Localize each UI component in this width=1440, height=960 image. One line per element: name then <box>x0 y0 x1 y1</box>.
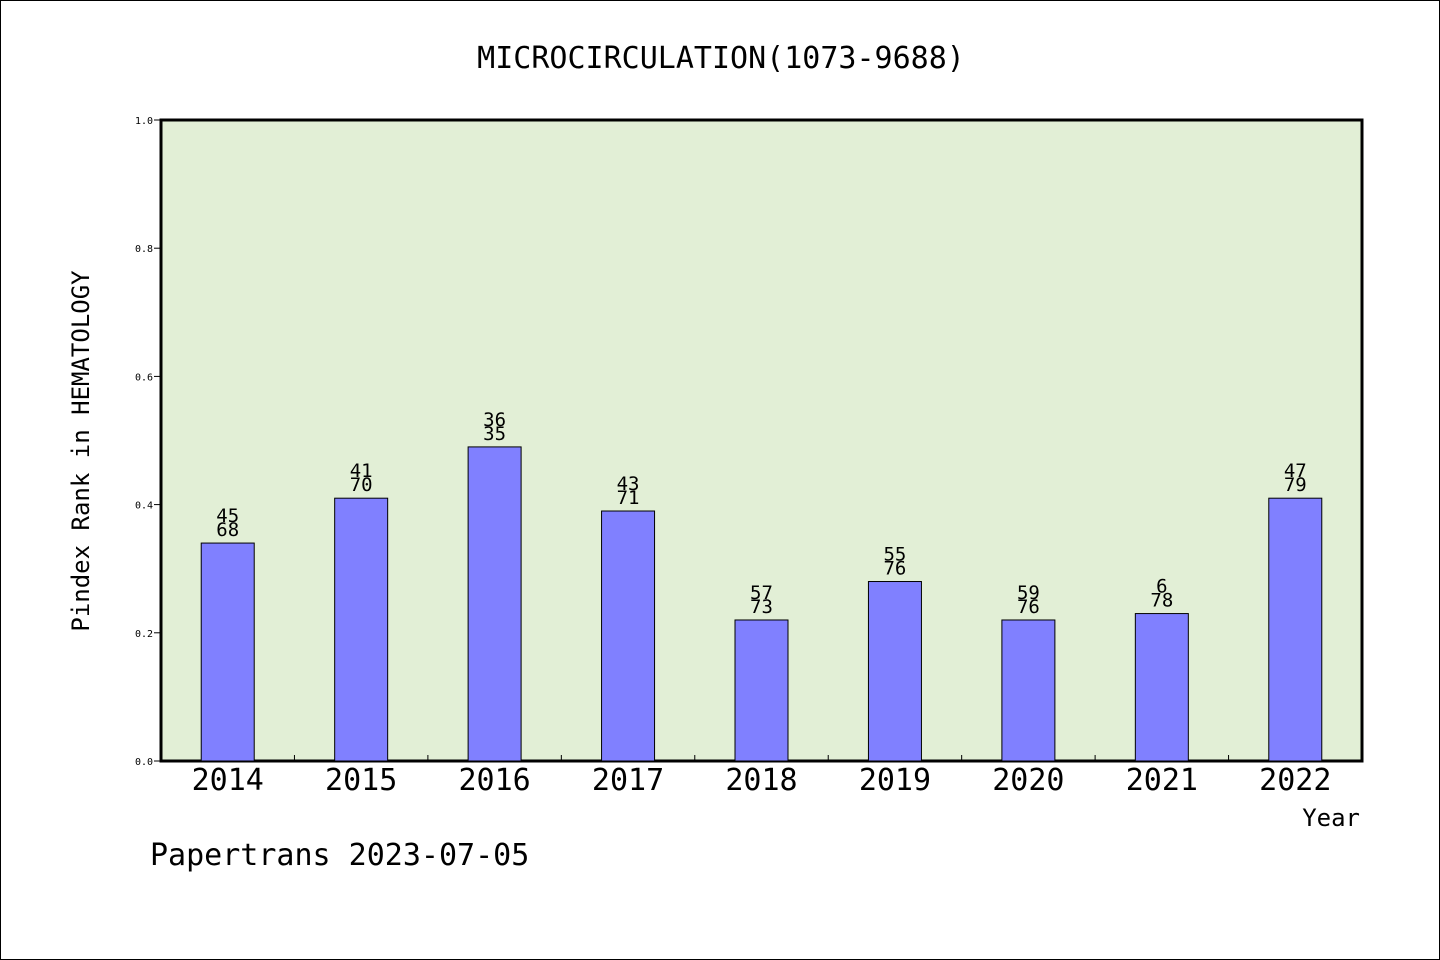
bar <box>601 510 656 762</box>
chart-title: MICROCIRCULATION(1073-9688) <box>477 41 965 76</box>
x-tick-label: 2018 <box>725 763 797 798</box>
x-tick-label: 2021 <box>1126 763 1198 798</box>
y-axis: 0.0 0.2 0.4 0.6 0.8 1.0 <box>135 116 161 768</box>
footer-credit: Papertrans 2023-07-05 <box>150 838 529 873</box>
bar <box>867 581 922 762</box>
y-axis-label: Pindex Rank in HEMATOLOGY <box>67 270 95 632</box>
bar-label-bottom: 71 <box>617 487 640 509</box>
bar-label-top: 36 <box>483 409 506 431</box>
x-tick-label: 2017 <box>592 763 664 798</box>
bar <box>1001 619 1056 762</box>
bar <box>1134 613 1189 762</box>
bar <box>1268 497 1323 762</box>
bar-label-top: 59 <box>1017 582 1040 604</box>
bar <box>200 542 255 762</box>
x-axis: 2014 2015 2016 2017 2018 2019 2020 2021 2022 <box>192 755 1331 798</box>
bar <box>734 619 789 762</box>
x-tick-label: 2015 <box>325 763 397 798</box>
x-tick-label: 2016 <box>458 763 530 798</box>
x-tick-label: 2022 <box>1259 763 1331 798</box>
x-axis-label: Year <box>1302 804 1360 832</box>
bar-label-top: 43 <box>617 473 640 495</box>
y-tick-label: 0.8 <box>135 244 153 255</box>
bar-label-bottom: 35 <box>483 423 506 445</box>
bar <box>334 497 389 762</box>
bar-label-bottom: 76 <box>883 558 906 580</box>
bar-label-top: 47 <box>1284 460 1307 482</box>
y-tick-label: 1.0 <box>135 116 153 127</box>
y-tick-label: 0.6 <box>135 372 153 383</box>
y-tick-label: 0.0 <box>135 757 153 768</box>
bar-label-bottom: 73 <box>750 596 773 618</box>
y-tick-label: 0.2 <box>135 629 153 640</box>
y-tick-label: 0.4 <box>135 501 153 512</box>
bar-label-top: 57 <box>750 582 773 604</box>
bar-label-bottom: 76 <box>1017 596 1040 618</box>
bar-label-bottom: 70 <box>350 474 373 496</box>
bar-label-top: 6 <box>1156 576 1167 598</box>
bars <box>200 446 1323 762</box>
bar-label-top: 41 <box>350 460 373 482</box>
bar <box>467 446 522 762</box>
bar-label-bottom: 79 <box>1284 474 1307 496</box>
bar-label-bottom: 68 <box>216 519 239 541</box>
bar-label-bottom: 78 <box>1150 590 1173 612</box>
x-tick-label: 2020 <box>992 763 1064 798</box>
x-tick-label: 2019 <box>859 763 931 798</box>
x-tick-label: 2014 <box>192 763 264 798</box>
bar-label-top: 45 <box>216 505 239 527</box>
bar-label-top: 55 <box>883 544 906 566</box>
